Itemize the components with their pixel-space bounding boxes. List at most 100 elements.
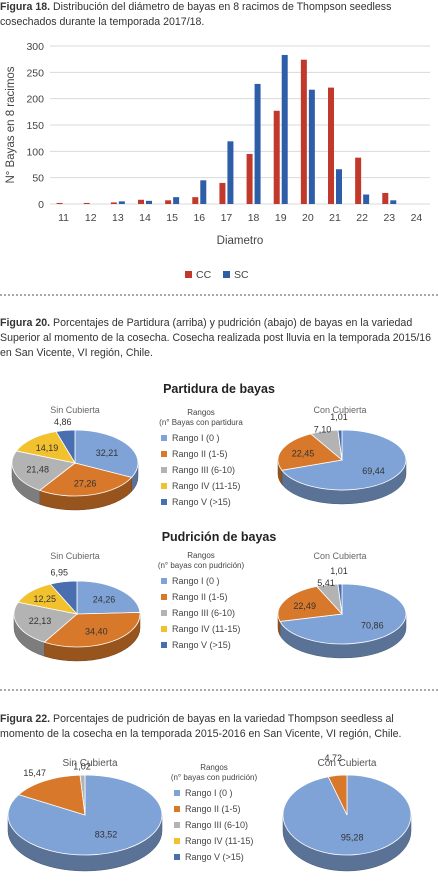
bar-sc	[390, 200, 397, 204]
figure-18-caption: Figura 18. Distribución del diámetro de …	[0, 0, 432, 30]
partidura-legend-swatch	[161, 435, 167, 441]
fig22-legend-label: Rango V (>15)	[185, 852, 244, 862]
pudricion-legend-label: Rango I (0 )	[172, 576, 220, 586]
partidura-sc-data-label: 21,48	[26, 465, 49, 475]
x-tick-label: 12	[85, 212, 97, 224]
legend-swatch-cc	[185, 271, 192, 278]
partidura-legend-title: Rangos	[187, 408, 215, 417]
pudricion-legend-subtitle: (n° bayas con pudrición)	[158, 561, 245, 570]
y-tick-label: 100	[26, 146, 44, 158]
fig22-sc-data-label: 83,52	[95, 830, 118, 840]
y-tick-label: 0	[38, 199, 44, 211]
partidura-cc-data-label: 1,01	[330, 412, 348, 422]
pudricion-cc-slice	[337, 583, 343, 615]
x-tick-label: 18	[248, 212, 260, 224]
bar-sc	[173, 197, 180, 204]
bar-cc	[328, 87, 334, 204]
partidura-sc-data-label: 14,19	[36, 443, 59, 453]
fig22-legend-swatch	[174, 790, 180, 796]
fig22-legend-label: Rango II (1-5)	[185, 804, 241, 814]
bar-sc	[200, 180, 207, 204]
separator	[0, 689, 438, 691]
partidura-legend-swatch	[161, 483, 167, 489]
x-tick-label: 21	[329, 212, 341, 224]
pudricion-cc-data-label: 70,86	[361, 621, 384, 631]
x-tick-label: 16	[193, 212, 205, 224]
y-tick-label: 200	[26, 94, 44, 106]
fig22-legend-swatch	[174, 854, 180, 860]
bar-sc	[281, 54, 288, 204]
separator	[0, 294, 438, 296]
y-tick-label: 250	[26, 67, 44, 79]
partidura-legend-swatch	[161, 451, 167, 457]
partidura-sc-data-label: 4,86	[54, 417, 72, 427]
legend-label-cc: CC	[196, 269, 212, 281]
bar-sc	[308, 89, 315, 204]
figure-22-pies: Sin Cubierta Con Cubierta Rangos(n° bayas …	[7, 753, 412, 872]
bar-cc	[165, 200, 172, 204]
pudricion-legend-swatch	[161, 642, 167, 648]
partidura-sin-cubierta-title: Sin Cubierta	[50, 405, 100, 415]
partidura-cc-slice	[281, 429, 407, 491]
fig22-legend-title: Rangos	[200, 763, 228, 772]
fig22-legend-subtitle: (n° bayas con pudrición)	[171, 773, 258, 782]
fig22-legend-label: Rango IV (11-15)	[185, 836, 253, 846]
pudricion-sc-data-label: 22,13	[29, 616, 52, 626]
partidura-sc-slice	[55, 429, 76, 465]
partidura-cc-slice	[337, 429, 343, 461]
partidura-con-cubierta-title: Con Cubierta	[313, 405, 366, 415]
diameter-bar-chart: 0 50 100 150 200 250 300 11 12 13 14 15 16 17 18 19 20 21…	[5, 41, 430, 281]
pudricion-sc-data-label: 12,25	[33, 594, 56, 604]
fig22-cc-slice	[327, 774, 348, 816]
fig22-sin-cubierta-title: Sin Cubierta	[62, 758, 117, 769]
partidura-legend-label: Rango V (>15)	[172, 497, 231, 507]
bar-sc	[227, 141, 234, 204]
partidura-sc-data-label: 32,21	[96, 448, 119, 458]
partidura-sc-slice	[74, 429, 139, 478]
fig22-sc-slice	[17, 774, 86, 816]
x-tick-label: 14	[139, 212, 151, 224]
partidura-legend-swatch	[161, 499, 167, 505]
pudricion-sc-data-label: 34,40	[85, 627, 108, 637]
pudricion-sc-data-label: 6,95	[50, 568, 68, 578]
bar-cc	[246, 153, 253, 204]
fig22-legend-swatch	[174, 806, 180, 812]
legend-label-sc: SC	[234, 269, 249, 281]
figure-20-label: Figura 20.	[0, 317, 51, 329]
x-axis-label: Diametro	[217, 235, 264, 247]
pudricion-cc-data-label: 5,41	[317, 578, 335, 588]
pudricion-legend-swatch	[161, 610, 167, 616]
fig22-sc-slice	[79, 774, 86, 816]
y-tick-label: 300	[26, 41, 44, 53]
x-tick-label: 15	[166, 212, 178, 224]
x-tick-label: 24	[411, 212, 423, 224]
y-tick-label: 150	[26, 120, 44, 132]
legend-swatch-sc	[223, 271, 230, 278]
bar-cc	[355, 157, 362, 204]
pudricion-sin-cubierta-title: Sin Cubierta	[50, 551, 100, 561]
partidura-sc-slice	[11, 450, 76, 491]
x-tick-label: 17	[221, 212, 233, 224]
bar-cc	[56, 202, 63, 204]
pudricion-sc-slice	[76, 580, 141, 615]
fig22-cc-data-label: 95,28	[341, 832, 364, 842]
pudricion-sc-data-label: 24,26	[93, 595, 116, 605]
partidura-sc-data-label: 27,26	[74, 478, 97, 488]
pudricion-title: Pudrición de bayas	[162, 530, 277, 544]
bar-sc	[336, 169, 342, 204]
fig22-legend-label: Rango I (0 )	[185, 788, 233, 798]
pudricion-con-cubierta-title: Con Cubierta	[313, 551, 366, 561]
figure-20-pies: Partidura de bayas Sin Cubierta Con Cubier…	[11, 382, 407, 662]
figure-22-text: Porcentajes de pudrición de bayas en la …	[0, 713, 402, 740]
pudricion-cc-slice	[277, 585, 343, 622]
figure-18-label: Figura 18.	[0, 1, 51, 13]
pudricion-legend-swatch	[161, 626, 167, 632]
pudricion-sc-slice	[13, 601, 78, 643]
partidura-legend-label: Rango I (0 )	[172, 433, 220, 443]
bar-sc	[363, 194, 370, 204]
bar-sc	[254, 83, 261, 204]
fig22-sc-data-label: 15,47	[23, 768, 46, 778]
fig22-sc-data-label: 1,02	[73, 762, 91, 772]
fig22-cc-data-label: 4,72	[325, 753, 343, 763]
x-tick-label: 22	[356, 212, 368, 224]
